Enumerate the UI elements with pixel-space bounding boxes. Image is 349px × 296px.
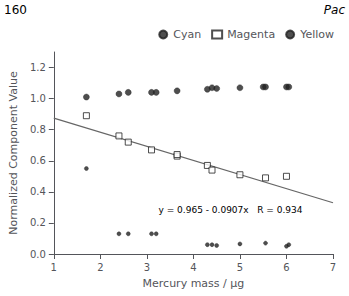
svg-text:Yellow: Yellow <box>299 28 334 41</box>
svg-text:160: 160 <box>4 3 27 17</box>
svg-text:3: 3 <box>144 262 150 273</box>
svg-text:Pac: Pac <box>324 3 346 17</box>
svg-text:Normalized Component Value: Normalized Component Value <box>7 71 20 235</box>
svg-text:0.0: 0.0 <box>30 249 46 260</box>
svg-text:0.4: 0.4 <box>30 186 46 197</box>
svg-text:0.6: 0.6 <box>30 155 46 166</box>
svg-text:Mercury mass / μg: Mercury mass / μg <box>143 277 245 290</box>
svg-text:1.0: 1.0 <box>30 93 46 104</box>
svg-text:y = 0.965 - 0.0907x R = 0.93: y = 0.965 - 0.0907x R = 0.934 <box>159 205 303 215</box>
svg-text:0.2: 0.2 <box>30 217 46 228</box>
svg-text:1.2: 1.2 <box>30 62 46 73</box>
svg-text:7: 7 <box>330 262 336 273</box>
svg-text:5: 5 <box>237 262 243 273</box>
svg-text:2: 2 <box>97 262 103 273</box>
svg-text:4: 4 <box>190 262 196 273</box>
svg-text:Magenta: Magenta <box>227 28 275 41</box>
svg-text:Cyan: Cyan <box>173 28 201 41</box>
svg-text:1: 1 <box>51 262 57 273</box>
svg-text:6: 6 <box>283 262 289 273</box>
svg-text:0.8: 0.8 <box>30 124 46 135</box>
